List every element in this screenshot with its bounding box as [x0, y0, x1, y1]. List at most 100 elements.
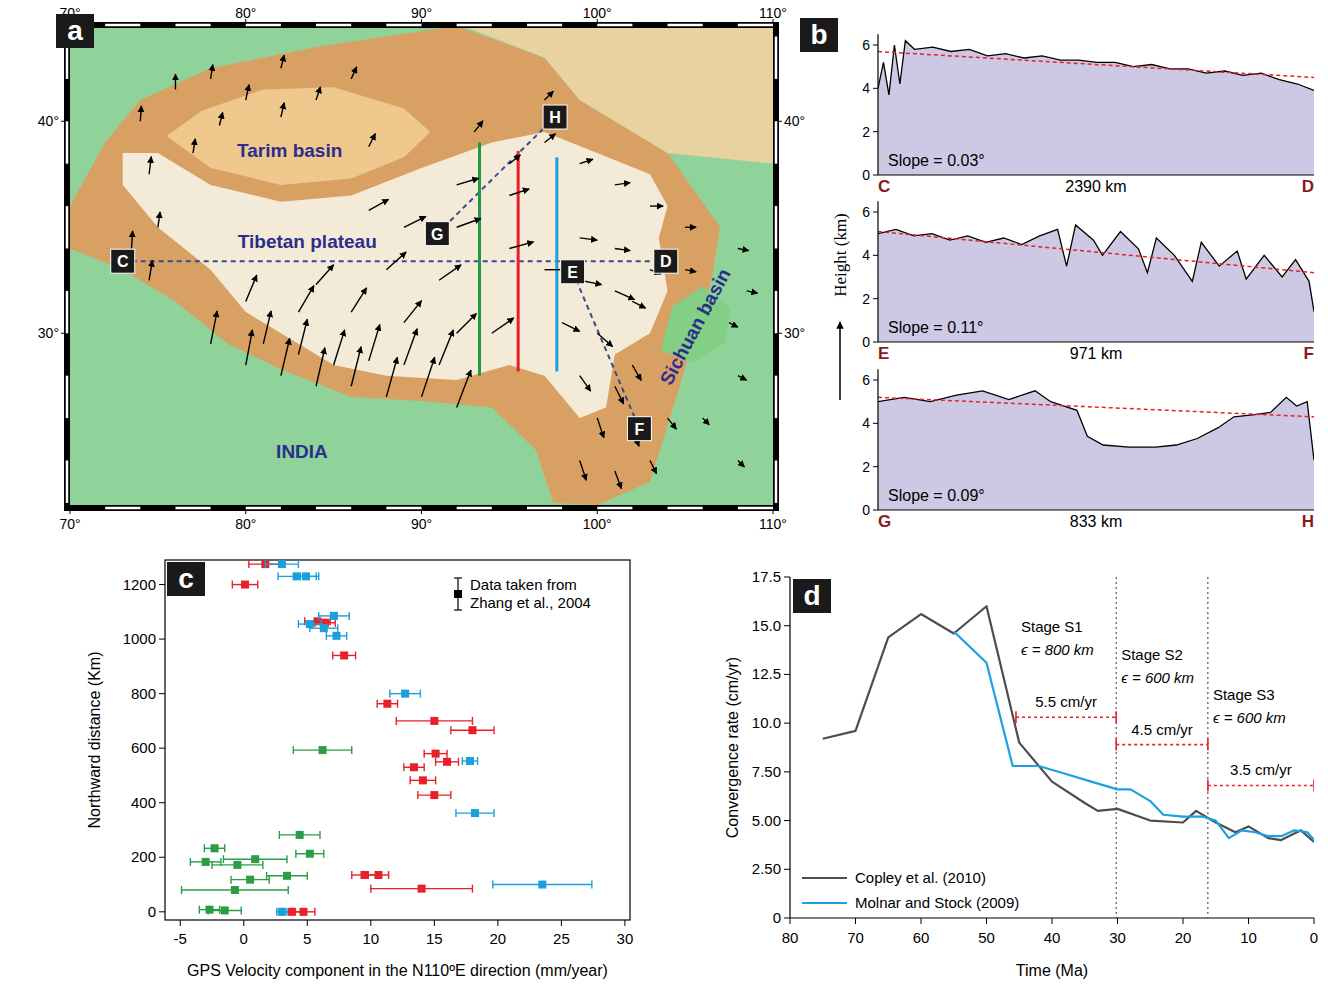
gps-vector: [298, 319, 307, 354]
tick-label: 0: [862, 167, 870, 183]
error-bar-cap: [450, 791, 451, 799]
frame-check: [175, 507, 210, 510]
gps-vector: [632, 301, 645, 308]
panel-letter: b: [810, 19, 827, 50]
frame-check: [246, 24, 281, 27]
error-bar-cap: [266, 872, 267, 880]
tick: [784, 577, 790, 578]
distance-label: 2390 km: [1065, 178, 1126, 195]
stage-bar-cap: [1207, 779, 1209, 791]
error-bar-cap: [181, 886, 182, 894]
axis-title: Height (km): [831, 213, 850, 297]
tick-label: 2: [862, 459, 870, 475]
error-bar-cap: [370, 885, 371, 893]
point: [278, 908, 286, 916]
error-bar-cap: [204, 844, 205, 852]
gps-vector: [298, 286, 313, 312]
error-bar-cap: [265, 560, 266, 568]
gps-vector: [149, 157, 151, 175]
error-bar: [293, 746, 351, 754]
stage-bar: [1116, 739, 1208, 751]
tick-label: 90°: [411, 5, 432, 21]
tick-label: 110°: [759, 5, 787, 21]
error-bar-cap: [446, 750, 447, 758]
stage-rate: 4.5 cm/yr: [1131, 721, 1193, 738]
gps-vector: [404, 301, 422, 323]
point: [306, 850, 314, 858]
gps-vector: [615, 386, 624, 404]
tick: [784, 869, 790, 870]
tick: [307, 920, 308, 926]
tick-label: 0: [862, 334, 870, 350]
error-bar-cap: [232, 581, 233, 589]
gps-vector: [351, 67, 357, 79]
tick-label: -5: [174, 930, 187, 947]
tick: [790, 918, 791, 924]
error-bar-cap: [420, 690, 421, 698]
panel-letter: a: [67, 15, 83, 46]
error-bar-cap: [314, 908, 315, 916]
legend-icon: [454, 590, 462, 598]
point: [320, 624, 328, 632]
profile-end: F: [1304, 344, 1314, 363]
point: [233, 861, 241, 869]
tick-label: 7.50: [752, 763, 781, 780]
error-bar-cap: [403, 763, 404, 771]
tick-label: 30°: [784, 325, 805, 341]
tick-label: 40°: [38, 113, 59, 129]
tick-label: 2: [862, 291, 870, 307]
panel-letter: d: [803, 580, 820, 611]
tick-label: 6: [862, 372, 870, 388]
error-bar: [436, 758, 459, 766]
tick-label: 100°: [583, 516, 612, 532]
slope-label: Slope = 0.03°: [888, 152, 985, 169]
error-bar-cap: [397, 700, 398, 708]
error-bar-cap: [319, 831, 320, 839]
gps-profile-line: [555, 157, 558, 371]
y-axis: [877, 34, 878, 175]
series-line: [823, 606, 1314, 842]
gps-vector: [404, 329, 417, 365]
error-bar-cap: [293, 572, 294, 580]
tick: [70, 511, 71, 514]
error-bar: [319, 612, 349, 620]
error-bar: [390, 690, 420, 698]
error-bar-cap: [268, 876, 269, 884]
tick-label: 2.50: [752, 860, 781, 877]
gps-vector: [386, 357, 397, 397]
tick: [873, 466, 878, 467]
tick: [873, 380, 878, 381]
section-label: E: [567, 264, 578, 281]
tick: [245, 511, 246, 514]
error-bar-cap: [346, 632, 347, 640]
error-bar: [265, 560, 298, 568]
tick: [159, 693, 165, 694]
tick-label: 5: [303, 930, 311, 947]
tick: [1314, 918, 1315, 924]
gps-vector: [439, 265, 461, 280]
tick: [779, 121, 782, 122]
tick: [873, 212, 878, 213]
tick: [1248, 918, 1249, 924]
gps-vector: [615, 248, 630, 250]
stage-rate: 3.5 cm/yr: [1230, 761, 1292, 778]
error-bar-cap: [309, 624, 310, 632]
point: [430, 717, 438, 725]
map-frame: [67, 25, 776, 508]
error-bar: [396, 717, 472, 725]
frame-check: [527, 507, 562, 510]
point: [340, 651, 348, 659]
gps-vector: [369, 199, 389, 210]
error-bar-cap: [224, 844, 225, 852]
error-bar: [296, 850, 324, 858]
error-bar-cap: [307, 872, 308, 880]
tick: [873, 510, 878, 511]
gps-vector: [738, 248, 749, 250]
error-bar-cap: [291, 908, 292, 916]
tick-label: 800: [131, 685, 156, 702]
tick: [497, 920, 498, 926]
point: [538, 881, 546, 889]
gps-vector: [545, 91, 554, 100]
frame-check: [457, 507, 492, 510]
error-bar-cap: [423, 763, 424, 771]
